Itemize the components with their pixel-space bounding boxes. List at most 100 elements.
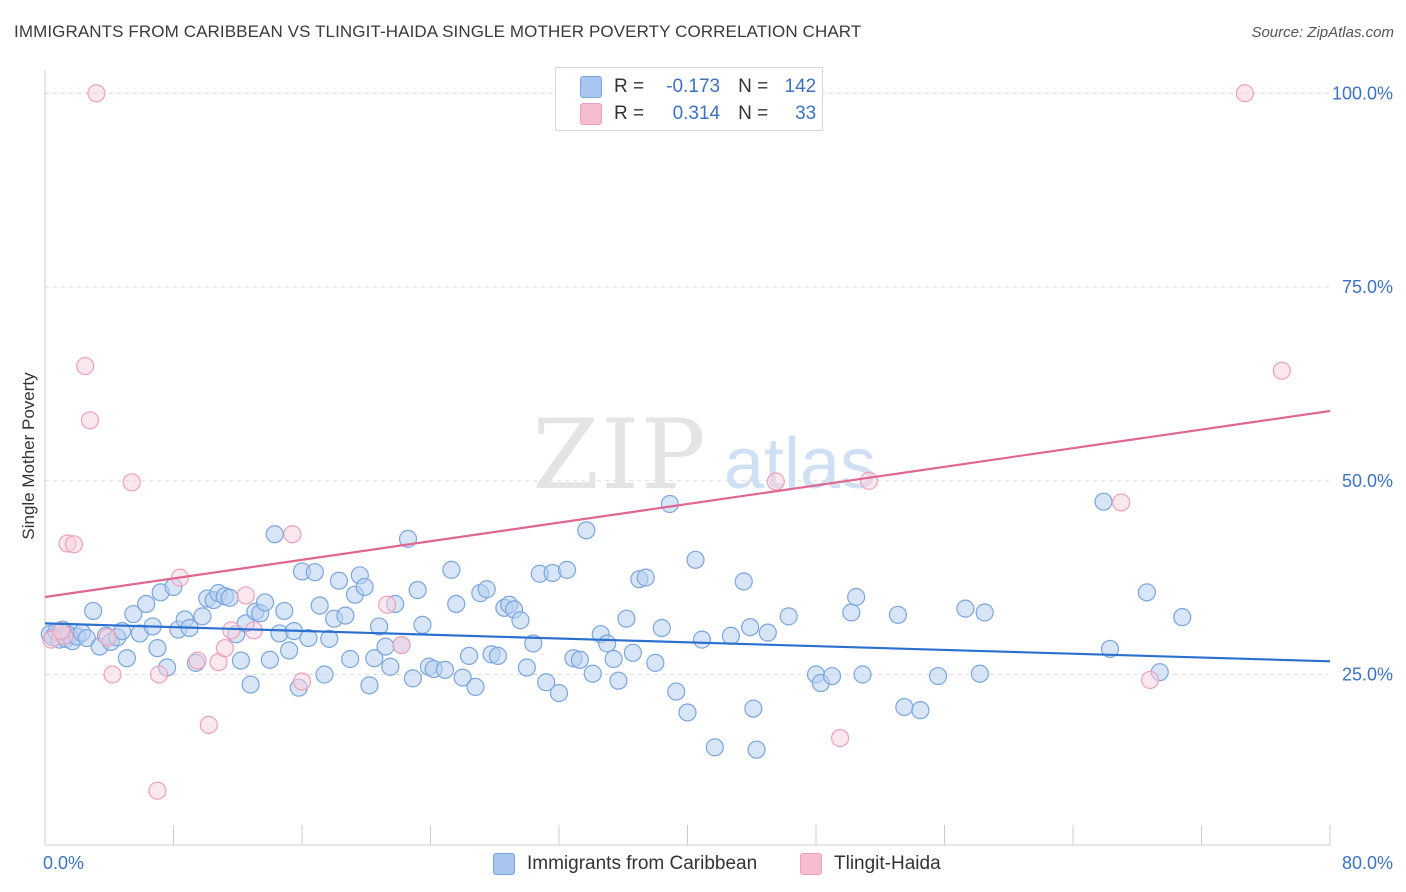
point-tlingit bbox=[1272, 361, 1291, 380]
point-tlingit bbox=[378, 595, 397, 614]
legend-n-label: N = bbox=[738, 76, 769, 97]
point-caribbean bbox=[370, 617, 389, 636]
point-caribbean bbox=[517, 658, 536, 677]
point-tlingit bbox=[149, 665, 169, 684]
point-caribbean bbox=[779, 607, 798, 626]
point-caribbean bbox=[956, 599, 975, 618]
point-caribbean bbox=[636, 568, 655, 587]
point-caribbean bbox=[488, 646, 508, 666]
point-caribbean bbox=[137, 594, 156, 614]
point-caribbean bbox=[1137, 583, 1156, 602]
point-caribbean bbox=[299, 628, 318, 648]
y-tick-label: 100.0% bbox=[1332, 83, 1393, 103]
point-caribbean bbox=[598, 634, 617, 653]
point-caribbean bbox=[148, 639, 167, 658]
point-caribbean bbox=[365, 649, 384, 668]
point-caribbean bbox=[970, 664, 989, 683]
point-tlingit bbox=[199, 715, 218, 734]
point-caribbean bbox=[741, 618, 760, 637]
point-tlingit bbox=[283, 525, 302, 544]
legend-r-label: R = bbox=[614, 103, 645, 124]
point-caribbean bbox=[341, 649, 360, 669]
point-caribbean bbox=[975, 603, 994, 622]
series-label-caribbean: Immigrants from Caribbean bbox=[527, 853, 758, 874]
point-caribbean bbox=[442, 560, 461, 579]
point-caribbean bbox=[84, 601, 103, 621]
point-caribbean bbox=[459, 646, 479, 666]
point-caribbean bbox=[583, 664, 602, 683]
x-tick-label: 0.0% bbox=[43, 853, 84, 873]
point-caribbean bbox=[678, 703, 697, 722]
point-caribbean bbox=[570, 650, 589, 669]
point-caribbean bbox=[747, 740, 766, 759]
point-caribbean bbox=[413, 615, 432, 635]
series-legend-tlingit: Tlingit-Haida bbox=[800, 850, 941, 878]
point-caribbean bbox=[557, 560, 577, 579]
point-tlingit bbox=[830, 728, 850, 748]
point-caribbean bbox=[692, 630, 712, 649]
point-caribbean bbox=[646, 653, 665, 672]
point-tlingit bbox=[766, 472, 785, 491]
point-caribbean bbox=[477, 580, 496, 599]
point-caribbean bbox=[124, 604, 143, 624]
point-caribbean bbox=[193, 607, 212, 626]
point-tlingit bbox=[122, 473, 141, 492]
point-tlingit bbox=[103, 665, 122, 684]
point-tlingit bbox=[859, 471, 879, 490]
x-tick-label: 80.0% bbox=[1342, 853, 1393, 873]
point-caribbean bbox=[231, 651, 251, 670]
point-caribbean bbox=[577, 521, 596, 540]
point-caribbean bbox=[403, 669, 422, 688]
point-caribbean bbox=[1100, 639, 1120, 659]
point-caribbean bbox=[360, 676, 379, 695]
legend-r-label: R = bbox=[614, 76, 645, 97]
tick-labels: 25.0% 50.0% 75.0% 100.0% 0.0% 80.0% bbox=[43, 83, 1393, 873]
point-caribbean bbox=[686, 550, 705, 569]
point-caribbean bbox=[888, 605, 908, 624]
legend-swatch-caribbean bbox=[580, 76, 602, 98]
point-tlingit bbox=[392, 635, 411, 655]
point-caribbean bbox=[315, 665, 334, 684]
point-caribbean bbox=[453, 668, 472, 687]
point-tlingit bbox=[76, 356, 95, 376]
point-caribbean bbox=[466, 677, 485, 697]
watermark: ZIP atlas bbox=[532, 399, 876, 511]
point-caribbean bbox=[280, 641, 299, 660]
point-tlingit bbox=[188, 651, 207, 670]
point-caribbean bbox=[320, 629, 339, 648]
point-caribbean bbox=[667, 682, 686, 701]
point-caribbean bbox=[355, 577, 374, 597]
point-caribbean bbox=[329, 571, 349, 590]
point-caribbean bbox=[408, 580, 427, 600]
point-caribbean bbox=[305, 563, 324, 582]
point-caribbean bbox=[435, 660, 455, 679]
point-caribbean bbox=[549, 683, 569, 703]
point-tlingit bbox=[98, 628, 117, 647]
legend-row-caribbean: R = -0.173 N = 142 bbox=[580, 75, 816, 99]
point-caribbean bbox=[260, 650, 279, 669]
point-caribbean bbox=[617, 609, 636, 628]
point-caribbean bbox=[220, 588, 239, 607]
correlation-legend: R = -0.173 N = 142 R = 0.314 N = 33 bbox=[555, 67, 823, 131]
y-tick-label: 50.0% bbox=[1342, 471, 1393, 491]
watermark-zip: ZIP bbox=[532, 399, 707, 511]
point-caribbean bbox=[336, 606, 355, 625]
series-label-tlingit: Tlingit-Haida bbox=[834, 853, 941, 874]
point-caribbean bbox=[537, 673, 556, 692]
point-caribbean bbox=[660, 494, 679, 514]
point-caribbean bbox=[604, 649, 623, 669]
trend-line-caribbean bbox=[44, 622, 1331, 663]
legend-n-value-caribbean: 142 bbox=[784, 76, 817, 97]
series-legend-caribbean: Immigrants from Caribbean bbox=[493, 850, 757, 878]
point-caribbean bbox=[117, 649, 137, 668]
trend-line-tlingit bbox=[44, 409, 1331, 599]
point-caribbean bbox=[609, 671, 628, 690]
point-caribbean bbox=[842, 603, 861, 622]
series-swatch-tlingit bbox=[800, 853, 822, 875]
point-caribbean bbox=[241, 675, 260, 694]
legend-r-value-tlingit: 0.314 bbox=[672, 103, 721, 124]
point-tlingit bbox=[1140, 670, 1160, 690]
point-caribbean bbox=[255, 593, 275, 612]
point-caribbean bbox=[847, 587, 866, 607]
watermark-atlas: atlas bbox=[724, 424, 876, 504]
